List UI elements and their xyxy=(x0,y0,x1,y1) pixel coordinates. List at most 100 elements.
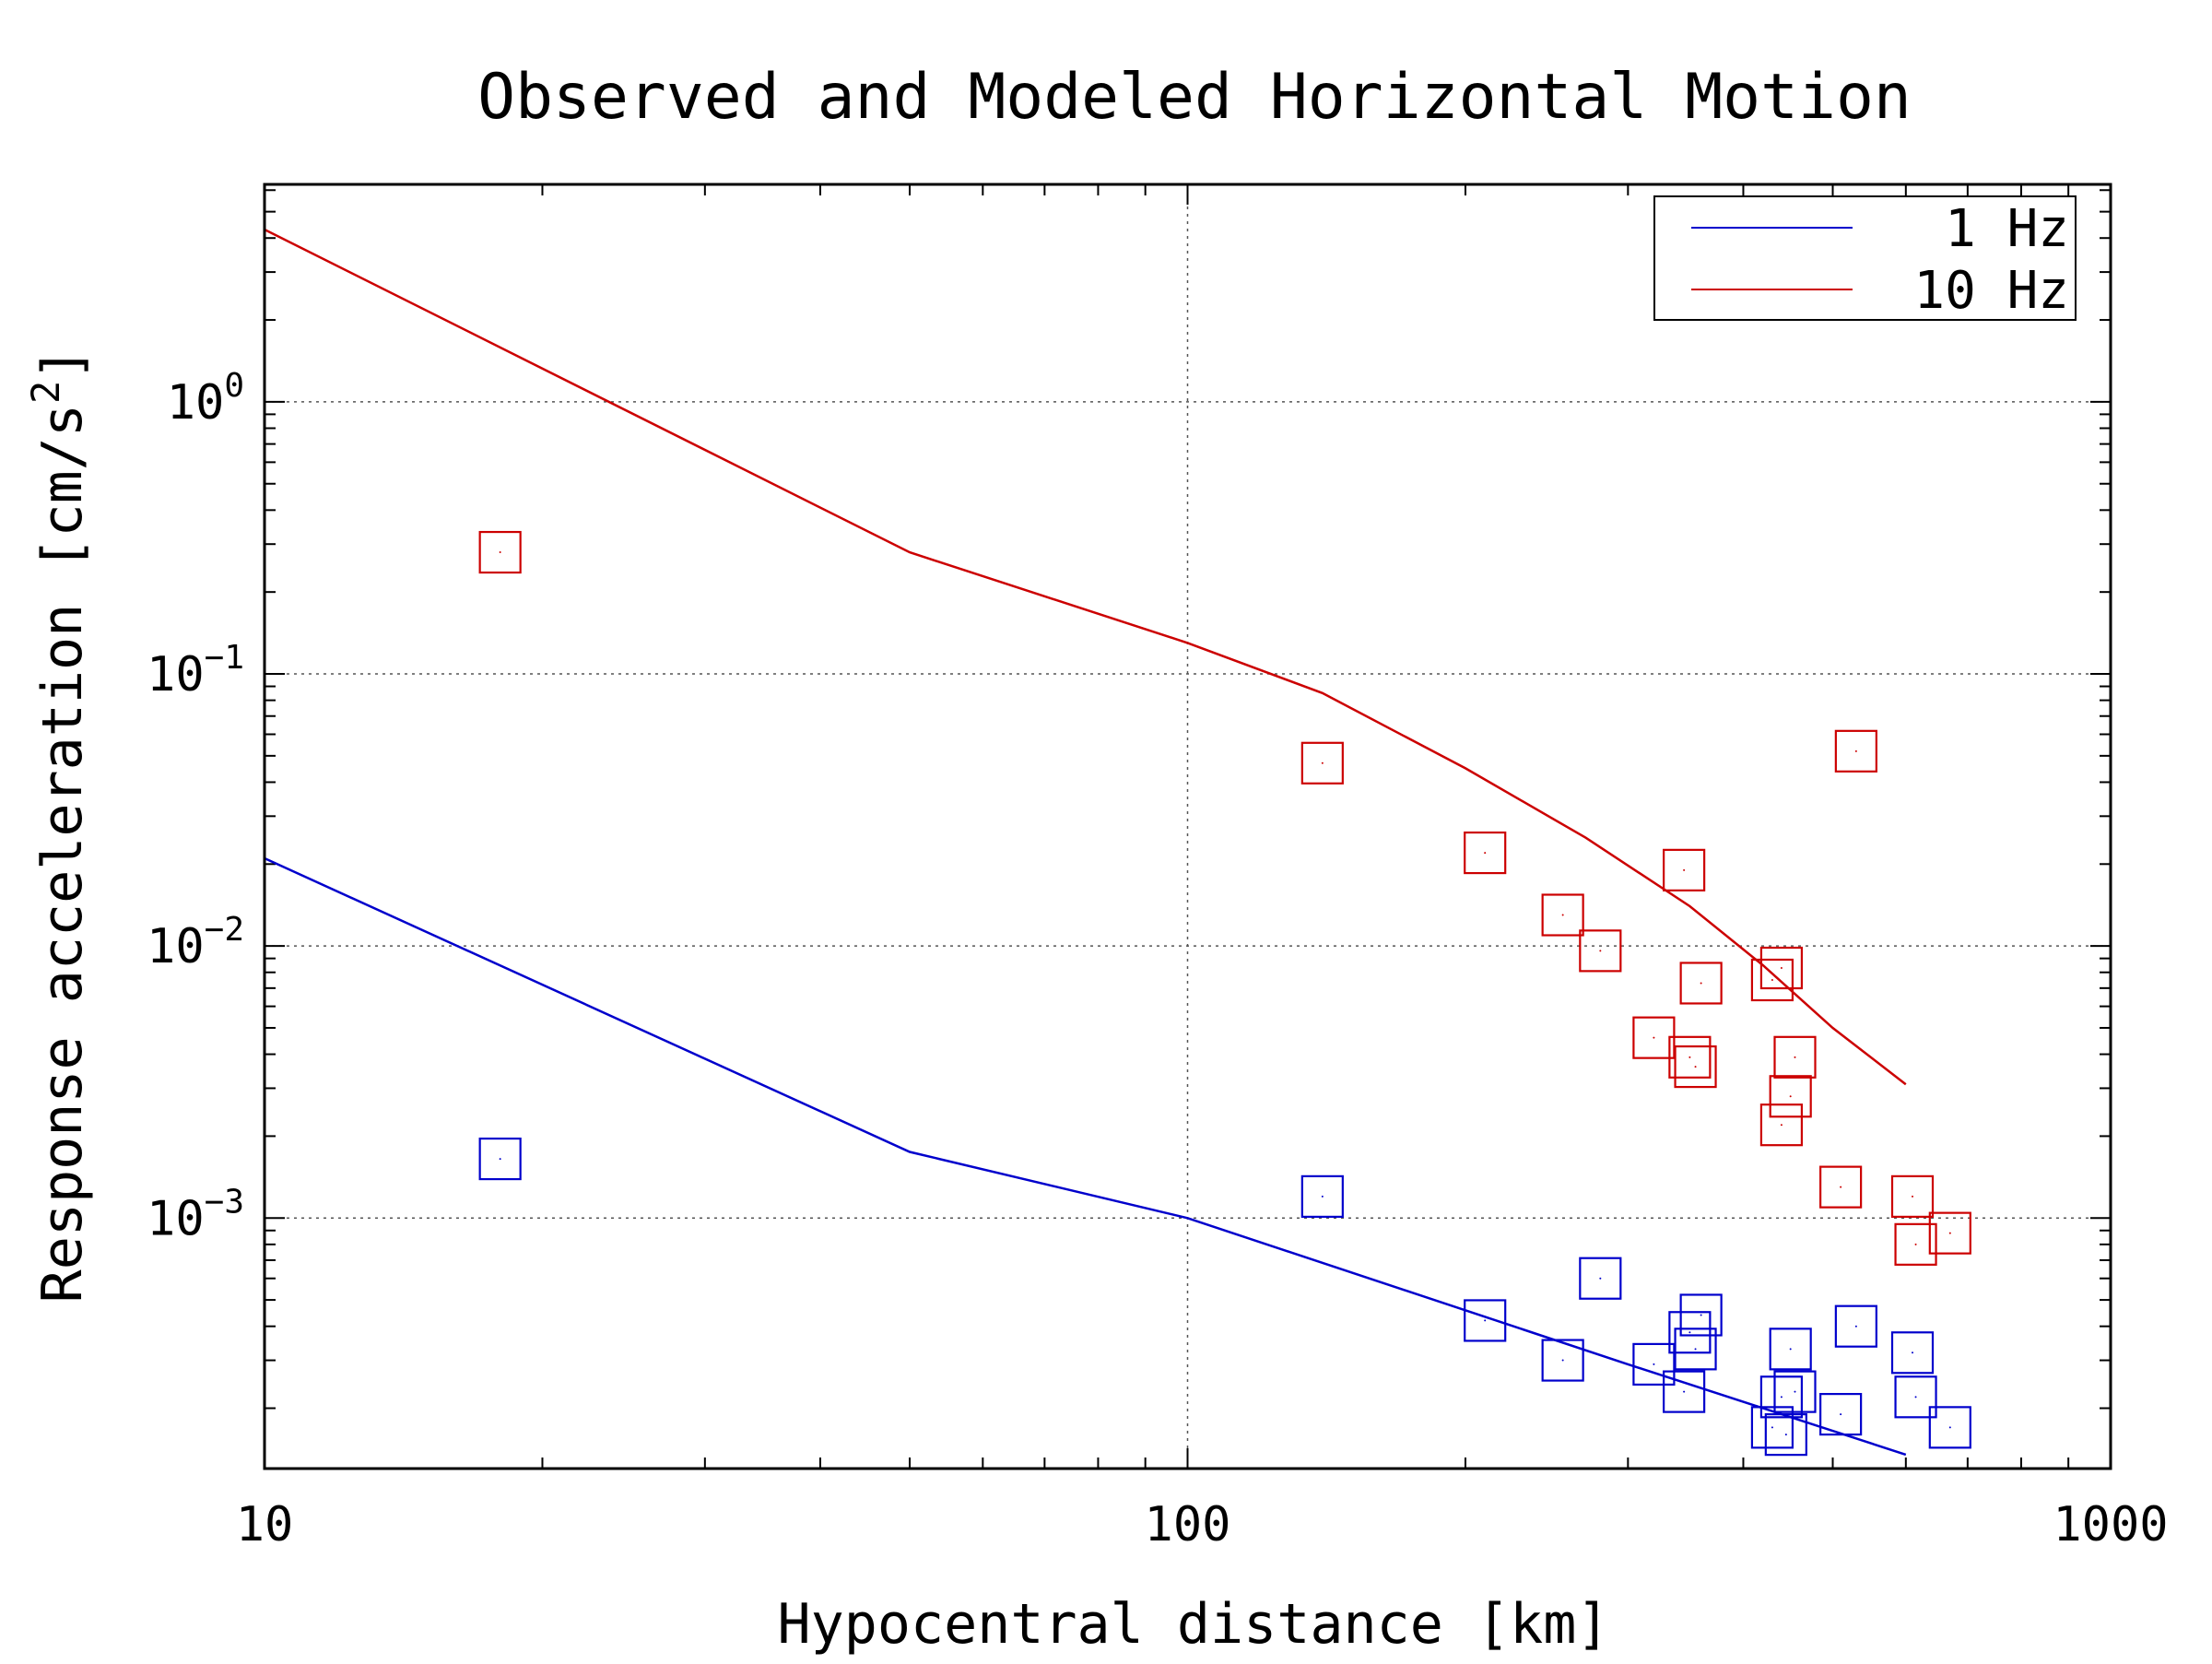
observed-point-center-1hz xyxy=(1789,1348,1792,1351)
model-line-10hz xyxy=(264,228,1907,1086)
legend-label-1hz: 1 Hz xyxy=(1945,199,2069,259)
observed-point-10hz xyxy=(478,530,522,574)
y-axis-label-superscript: 2 xyxy=(23,381,68,404)
observed-point-center-1hz xyxy=(1561,1359,1564,1362)
y-axis-label: Response acceleration [cm/s2] xyxy=(23,348,95,1304)
observed-point-center-10hz xyxy=(1794,1056,1796,1058)
y-tick-label: 100 xyxy=(167,367,244,431)
observed-point-1hz xyxy=(1764,1413,1807,1457)
y-tick-label: 10−3 xyxy=(147,1183,244,1246)
observed-point-1hz xyxy=(1750,1406,1794,1449)
observed-point-center-1hz xyxy=(1840,1413,1842,1416)
observed-point-center-10hz xyxy=(1683,868,1686,871)
observed-point-center-10hz xyxy=(499,551,501,554)
observed-point-center-1hz xyxy=(1784,1434,1787,1436)
x-tick-label: 10 xyxy=(236,1497,294,1552)
observed-point-1hz xyxy=(1663,1370,1706,1413)
observed-point-1hz xyxy=(1890,1331,1935,1375)
observed-point-center-1hz xyxy=(499,1158,501,1161)
x-axis-label: Hypocentral distance [km] xyxy=(777,1592,1609,1657)
observed-point-10hz xyxy=(1759,946,1804,990)
observed-point-1hz xyxy=(1894,1375,1937,1419)
observed-point-1hz xyxy=(1541,1339,1584,1382)
observed-point-10hz xyxy=(1834,729,1877,773)
observed-point-center-1hz xyxy=(1948,1426,1951,1429)
observed-point-center-10hz xyxy=(1840,1186,1842,1188)
plot-frame xyxy=(263,183,2112,1470)
observed-point-center-10hz xyxy=(1653,1036,1655,1039)
observed-point-center-1hz xyxy=(1653,1363,1655,1365)
observed-point-10hz xyxy=(1890,1174,1935,1218)
chart-title: Observed and Modeled Horizontal Motion xyxy=(477,61,1912,134)
observed-point-center-10hz xyxy=(1694,1066,1697,1068)
observed-point-center-1hz xyxy=(1771,1426,1773,1429)
observed-point-center-10hz xyxy=(1914,1243,1917,1245)
observed-point-1hz xyxy=(1679,1293,1723,1337)
observed-point-center-1hz xyxy=(1794,1390,1796,1393)
observed-point-10hz xyxy=(1773,1035,1817,1079)
observed-point-center-1hz xyxy=(1914,1396,1917,1398)
observed-point-center-10hz xyxy=(1599,950,1602,952)
observed-point-1hz xyxy=(1632,1342,1676,1387)
observed-point-center-10hz xyxy=(1700,982,1702,985)
observed-point-center-1hz xyxy=(1854,1325,1857,1328)
observed-point-center-10hz xyxy=(1771,979,1773,982)
observed-point-10hz xyxy=(1579,929,1622,973)
observed-point-1hz xyxy=(1773,1370,1817,1413)
observed-point-center-10hz xyxy=(1561,914,1564,916)
observed-point-1hz xyxy=(478,1137,522,1181)
observed-point-center-10hz xyxy=(1688,1056,1691,1058)
observed-point-center-1hz xyxy=(1484,1319,1487,1322)
observed-point-center-1hz xyxy=(1599,1277,1602,1280)
observed-point-center-1hz xyxy=(1688,1331,1691,1334)
observed-point-center-10hz xyxy=(1780,1124,1783,1127)
y-axis-label-main: Response acceleration [cm/s xyxy=(30,404,95,1303)
observed-point-10hz xyxy=(1759,1103,1804,1147)
observed-point-center-1hz xyxy=(1912,1351,1914,1354)
observed-point-10hz xyxy=(1894,1222,1937,1266)
y-tick-labels: 10−3 10−2 10−1 100 xyxy=(147,367,244,1246)
observed-point-center-1hz xyxy=(1683,1390,1686,1393)
observed-point-10hz xyxy=(1819,1165,1863,1209)
observed-point-10hz xyxy=(1668,1035,1712,1079)
observed-point-10hz xyxy=(1674,1044,1717,1089)
observed-point-1hz xyxy=(1668,1311,1712,1354)
observed-point-10hz xyxy=(1464,831,1507,875)
plot-area xyxy=(264,228,1971,1457)
observed-point-center-10hz xyxy=(1321,761,1324,764)
observed-point-1hz xyxy=(1928,1406,1971,1449)
observed-point-1hz xyxy=(1834,1304,1877,1348)
observed-point-1hz xyxy=(1769,1328,1812,1371)
y-tick-label: 10−1 xyxy=(147,639,244,702)
observed-point-center-10hz xyxy=(1484,852,1487,855)
x-tick-label: 1000 xyxy=(2053,1497,2168,1552)
legend-box xyxy=(1653,195,2077,321)
axis-ticks xyxy=(264,184,2111,1469)
observed-point-1hz xyxy=(1819,1393,1863,1436)
observed-point-center-1hz xyxy=(1694,1348,1697,1351)
observed-point-center-1hz xyxy=(1780,1396,1783,1398)
observed-point-10hz xyxy=(1663,848,1706,891)
observed-point-1hz xyxy=(1579,1257,1622,1300)
model-line-1hz xyxy=(264,856,1907,1457)
legend: 1 Hz 10 Hz xyxy=(1653,195,2077,321)
legend-label-10hz: 10 Hz xyxy=(1913,261,2069,321)
x-tick-labels: 10 100 1000 xyxy=(236,1497,2169,1552)
observed-point-center-10hz xyxy=(1854,749,1857,752)
observed-point-center-10hz xyxy=(1948,1232,1951,1234)
observed-point-10hz xyxy=(1541,893,1584,937)
observed-point-10hz xyxy=(1679,962,1723,1005)
x-tick-label: 100 xyxy=(1145,1497,1231,1552)
observed-point-center-1hz xyxy=(1700,1314,1702,1316)
observed-point-1hz xyxy=(1464,1299,1507,1342)
observed-point-10hz xyxy=(1750,958,1794,1002)
observed-point-center-10hz xyxy=(1789,1095,1792,1098)
observed-point-10hz xyxy=(1769,1075,1812,1118)
observed-point-center-10hz xyxy=(1780,967,1783,970)
observed-point-10hz xyxy=(1300,741,1344,785)
y-axis-label-end: ] xyxy=(30,348,95,381)
observed-point-center-1hz xyxy=(1321,1195,1324,1198)
observed-point-center-10hz xyxy=(1912,1195,1914,1198)
